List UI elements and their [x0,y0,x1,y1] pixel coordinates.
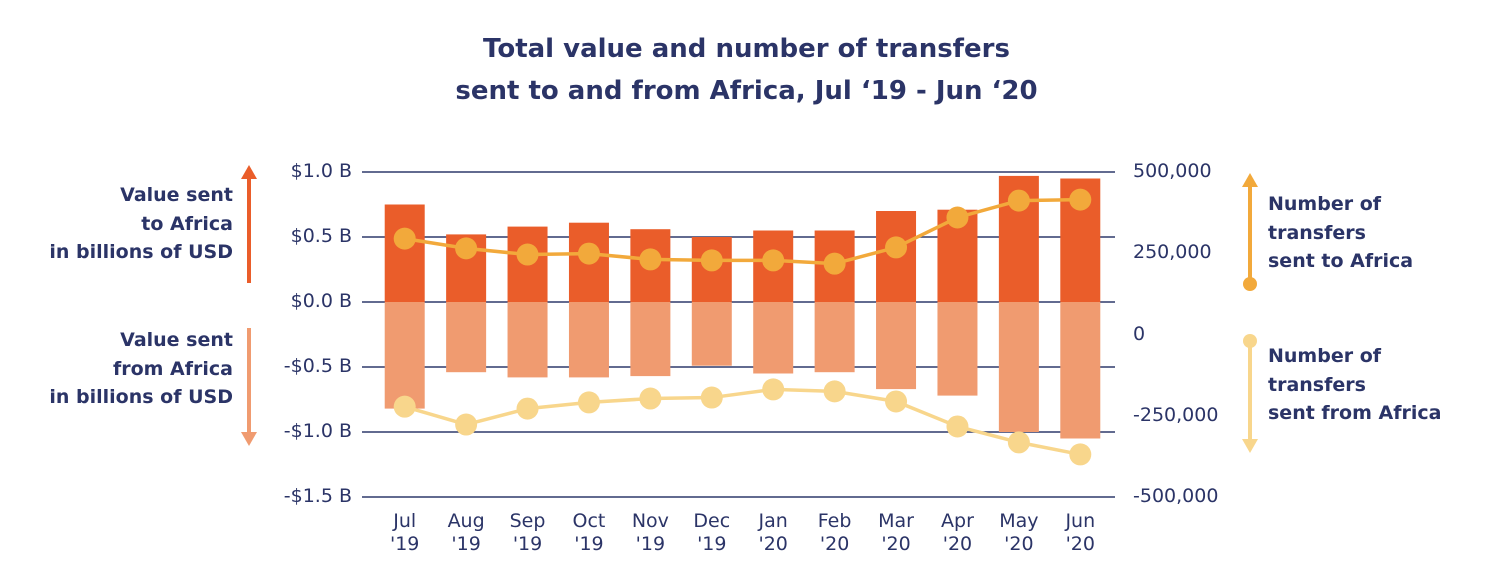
x-tick-label: Sep '19 [509,510,546,555]
marker [885,390,908,413]
bar [630,302,671,377]
y-tick-label: -$1.5 B [283,485,352,507]
x-tick-label: Mar '20 [878,510,914,555]
marker [1069,188,1092,211]
marker [516,397,539,420]
bar [998,302,1039,432]
marker [393,395,416,418]
marker [946,206,969,229]
x-tick-label: Jul '19 [390,510,420,555]
legend-dot [1243,277,1257,291]
line [404,387,1081,457]
bar [753,302,794,374]
marker [639,248,662,271]
marker [762,249,785,272]
x-tick-label: Jan '20 [758,510,788,555]
y2-tick-label: 500,000 [1133,160,1212,182]
legend-arrowhead [241,165,257,179]
legend-arrowhead [241,432,257,446]
marker [1007,189,1030,212]
y-tick-label: $1.0 B [290,160,352,182]
bar [446,302,487,373]
bar [876,302,917,390]
x-tick-label: Aug '19 [447,510,485,555]
bar [937,302,978,396]
legend-label: Value sent from Africa in billions of US… [49,329,233,408]
x-tick-label: Apr '20 [941,510,974,555]
bar [384,302,425,409]
line [404,197,1081,266]
y-tick-label: -$0.5 B [283,355,352,377]
marker [516,243,539,266]
y-tick-label: -$1.0 B [283,420,352,442]
marker [1007,431,1030,454]
y2-tick-label: 250,000 [1133,241,1212,264]
marker [762,378,785,401]
y2-tick-label: -250,000 [1133,403,1219,426]
legend-label: Number of transfers sent from Africa [1268,345,1442,424]
marker [455,413,478,436]
chart-title: Total value and number of transfers sent… [455,34,1038,106]
x-tick-label: Oct '19 [572,510,606,555]
y-tick-label: $0.0 B [290,290,352,312]
x-tick-label: Feb '20 [817,510,852,555]
marker [577,242,600,265]
marker [946,415,969,438]
marker [700,386,723,409]
marker [455,237,478,260]
marker [823,380,846,403]
marker [823,252,846,275]
legend-arrowhead [1242,173,1258,187]
bar [384,204,425,302]
legend-arrowhead [1242,439,1258,453]
y-tick-label: $0.5 B [290,225,352,247]
marker [1069,443,1092,466]
bar [507,302,548,378]
legend-label: Value sent to Africa in billions of USD [49,184,233,263]
marker [577,391,600,414]
x-tick-label: May '20 [999,510,1039,555]
legend-label: Number of transfers sent to Africa [1268,193,1414,272]
marker [639,387,662,410]
x-tick-label: Nov '19 [631,510,669,555]
legend-dot [1243,334,1257,348]
x-tick-label: Jun '20 [1065,510,1096,555]
bar [1060,302,1101,439]
x-tick-label: Dec '19 [693,510,731,555]
marker [700,249,723,272]
marker [885,236,908,259]
y2-tick-label: 0 [1133,322,1146,345]
bar [568,302,609,378]
marker [393,227,416,250]
bar [691,302,732,366]
y2-tick-label: -500,000 [1133,485,1219,507]
bar [814,302,855,373]
